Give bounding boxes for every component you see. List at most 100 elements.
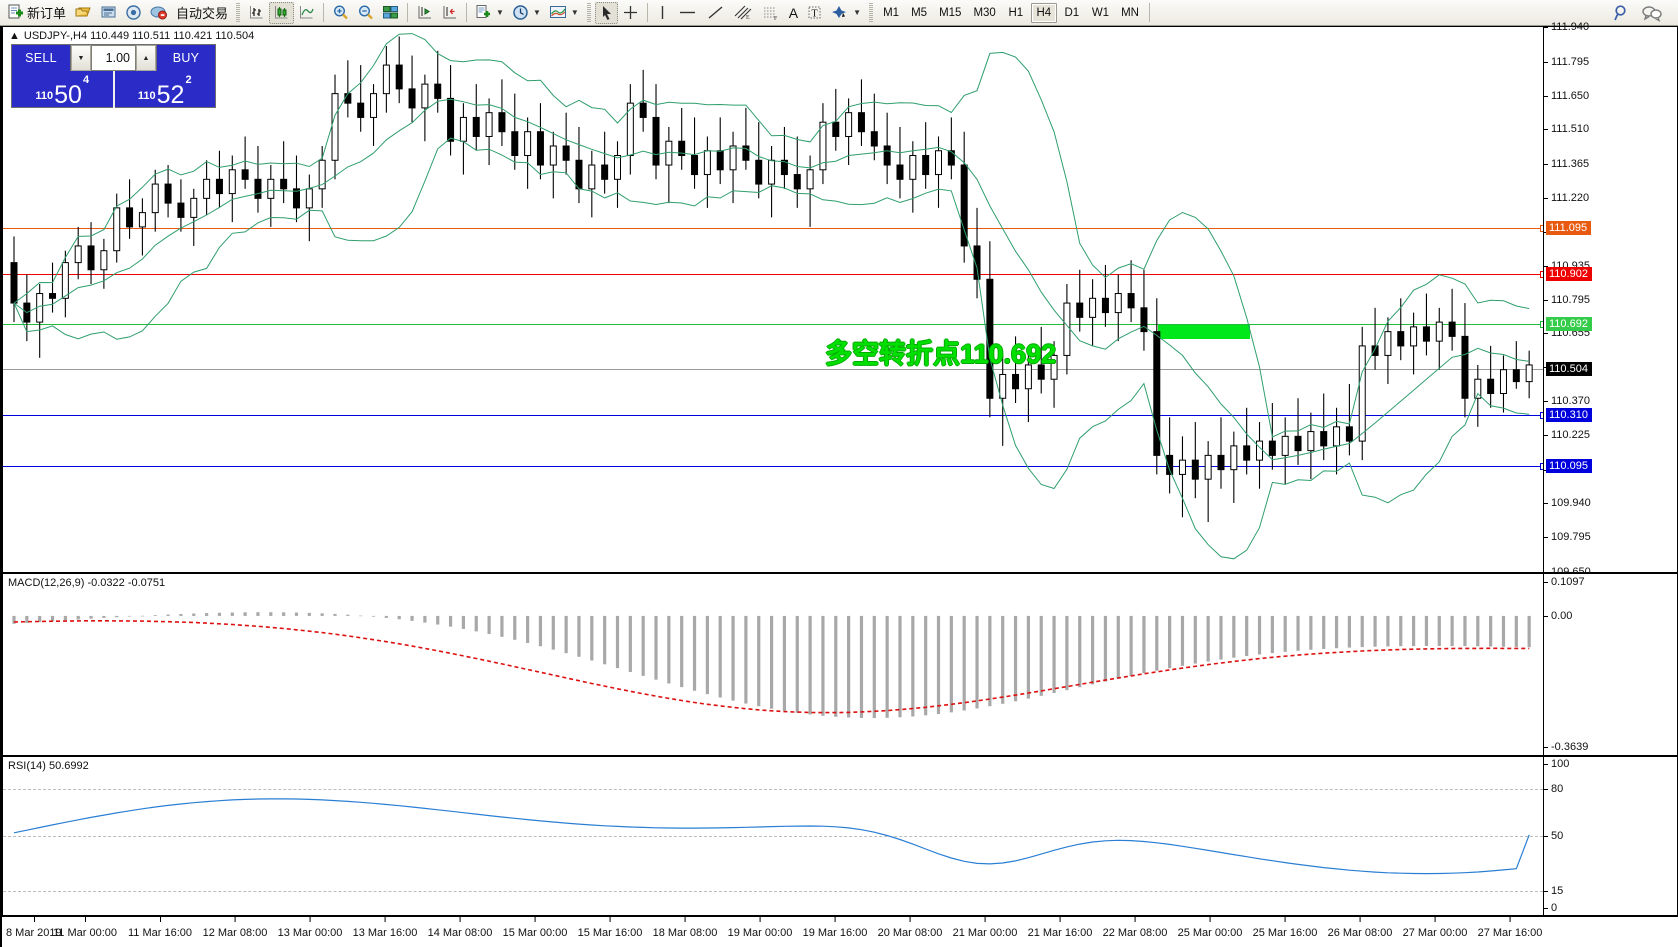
crosshair-tool-button[interactable] <box>618 2 643 24</box>
timeframe-m15[interactable]: M15 <box>939 6 962 19</box>
fibonacci-tool-button[interactable]: F <box>757 2 785 24</box>
period-separators-button[interactable]: ▼ <box>508 2 545 24</box>
zoom-in-button[interactable] <box>328 2 353 24</box>
horizontal-line-tool-button[interactable] <box>673 2 702 24</box>
macd-tick--0.3639: -0.3639 <box>1544 741 1588 753</box>
volume-value[interactable]: 1.00 <box>91 45 136 71</box>
buy-button[interactable]: BUY <box>157 45 215 71</box>
time-tick-15: 22 Mar 08:00 <box>1103 917 1167 939</box>
price-line-110.095[interactable] <box>3 463 1543 471</box>
timeframe-h1[interactable]: H1 <box>1008 6 1024 19</box>
green-rectangle-object[interactable] <box>1158 325 1250 339</box>
chevron-down-icon-4[interactable]: ▼ <box>853 8 862 17</box>
new-order-button[interactable]: 新订单 <box>3 2 70 24</box>
search-icon[interactable] <box>1613 4 1631 22</box>
chevron-down-icon-2[interactable]: ▼ <box>532 8 541 17</box>
timeframe-mn[interactable]: MN <box>1121 6 1139 19</box>
sell-button[interactable]: SELL <box>12 45 70 71</box>
sell-price-display[interactable]: 110 50 4 <box>12 71 113 108</box>
chevron-down-icon-3[interactable]: ▼ <box>570 8 579 17</box>
auto-trading-button[interactable]: 自动交易 <box>172 2 232 24</box>
chevron-down-icon[interactable]: ▼ <box>496 8 504 17</box>
toolbar-grip <box>236 3 241 22</box>
zoom-out-button[interactable] <box>353 2 378 24</box>
price-pane[interactable]: ▲ USDJPY-,H4 110.449 110.511 110.421 110… <box>2 21 1678 578</box>
timeframe-m5[interactable]: M5 <box>911 6 928 19</box>
time-tick-16: 25 Mar 00:00 <box>1178 917 1242 939</box>
price-line-110.310[interactable] <box>3 411 1543 419</box>
equidistant-channel-tool-button[interactable]: E <box>729 2 757 24</box>
price-label-110.504[interactable]: 110.504 <box>1546 361 1592 376</box>
volume-decrement-button[interactable]: ▼ <box>71 45 91 71</box>
price-label-110.095[interactable]: 110.095 <box>1546 459 1592 474</box>
horizontal-line-icon <box>677 4 698 21</box>
rsi-pane[interactable]: RSI(14) 50.6992 100 80 50 15 0 <box>2 756 1678 916</box>
toolbar-right-group <box>1613 4 1675 22</box>
chart-annotation[interactable]: 多空转折点110.692 <box>825 339 1057 369</box>
price-plot[interactable]: 多空转折点110.692 <box>3 27 1543 572</box>
price-line-110.902[interactable] <box>3 271 1543 279</box>
chart-window[interactable]: ▲ USDJPY-,H4 110.449 110.511 110.421 110… <box>0 21 1678 947</box>
market-watch-button[interactable] <box>70 2 96 24</box>
time-tick-3: 12 Mar 08:00 <box>203 917 267 939</box>
price-line-handle[interactable] <box>1540 271 1543 279</box>
strategy-tester-button[interactable] <box>146 2 172 24</box>
price-line-110.692[interactable] <box>3 321 1543 328</box>
price-line-handle[interactable] <box>1540 321 1543 328</box>
price-label-110.902[interactable]: 110.902 <box>1546 267 1592 282</box>
one-click-trading-panel[interactable]: SELL ▼ 1.00 ▲ BUY 110 50 4 110 <box>11 44 216 108</box>
macd-plot[interactable] <box>3 574 1543 755</box>
timeframe-group: M1 M5 M15 M30 H1 H4 D1 W1 MN <box>877 2 1145 23</box>
timeframe-m1[interactable]: M1 <box>883 6 900 19</box>
price-label-111.095[interactable]: 111.095 <box>1546 221 1592 236</box>
auto-trading-label: 自动交易 <box>176 6 229 21</box>
time-tick-6: 14 Mar 08:00 <box>428 917 492 939</box>
arrows-tool-button[interactable]: ▼ <box>827 2 865 24</box>
timeframe-m30[interactable]: M30 <box>973 6 996 19</box>
channel-icon: E <box>733 4 753 21</box>
volume-increment-button[interactable]: ▲ <box>136 45 156 71</box>
cursor-tool-button[interactable] <box>594 1 618 24</box>
text-label-tool-button[interactable]: T <box>802 2 827 24</box>
price-line-handle[interactable] <box>1540 411 1543 419</box>
data-window-button[interactable] <box>96 2 121 24</box>
candlestick-chart-button[interactable] <box>269 1 295 24</box>
time-tick-10: 19 Mar 00:00 <box>728 917 792 939</box>
collapse-icon[interactable]: ▲ <box>9 30 20 42</box>
macd-tick-0.00: 0.00 <box>1544 610 1572 622</box>
timeframe-d1[interactable]: D1 <box>1064 6 1080 19</box>
rsi-level-80 <box>3 788 1543 790</box>
price-line-111.095[interactable] <box>3 225 1543 233</box>
price-label-110.310[interactable]: 110.310 <box>1546 407 1592 422</box>
navigator-button[interactable] <box>121 2 146 24</box>
bar-chart-button[interactable] <box>244 2 269 24</box>
price-label-110.692[interactable]: 110.692 <box>1546 317 1592 331</box>
timeframe-w1[interactable]: W1 <box>1091 6 1110 19</box>
buy-price-display[interactable]: 110 52 2 <box>112 71 216 108</box>
trendline-tool-button[interactable] <box>702 2 729 24</box>
time-tick-12: 20 Mar 08:00 <box>878 917 942 939</box>
symbol-header-text: USDJPY-,H4 110.449 110.511 110.421 110.5… <box>23 30 255 42</box>
toolbar-separator-3 <box>466 3 468 22</box>
price-line-handle[interactable] <box>1540 225 1543 233</box>
macd-pane[interactable]: MACD(12,26,9) -0.0322 -0.0751 0.1097 0.00… <box>2 573 1678 756</box>
time-axis[interactable]: 8 Mar 2019 11 Mar 00:00 11 Mar 16:00 12 Mar… <box>2 916 1678 947</box>
vertical-line-tool-button[interactable] <box>652 2 673 24</box>
tile-windows-button[interactable] <box>378 2 403 24</box>
volume-stepper[interactable]: ▼ 1.00 ▲ <box>70 45 157 71</box>
svg-text:T: T <box>812 9 818 20</box>
candlestick-icon <box>273 4 290 21</box>
shift-end-button[interactable] <box>412 2 437 24</box>
new-chart-button[interactable]: ▼ <box>471 2 508 24</box>
text-tool-button[interactable]: A <box>785 2 802 24</box>
auto-scroll-button[interactable] <box>437 2 462 24</box>
price-line-handle[interactable] <box>1540 463 1543 471</box>
line-chart-button[interactable] <box>294 2 319 24</box>
trendline-icon <box>706 4 725 21</box>
price-axis[interactable]: 111.940 111.795 111.650 111.510 111.365 111.2… <box>1544 21 1677 578</box>
timeframe-h4[interactable]: H4 <box>1030 2 1057 23</box>
rsi-plot[interactable] <box>3 757 1543 915</box>
time-tick-19: 27 Mar 00:00 <box>1403 917 1467 939</box>
indicators-button[interactable]: ▼ <box>545 2 583 24</box>
chat-icon[interactable] <box>1641 4 1663 22</box>
